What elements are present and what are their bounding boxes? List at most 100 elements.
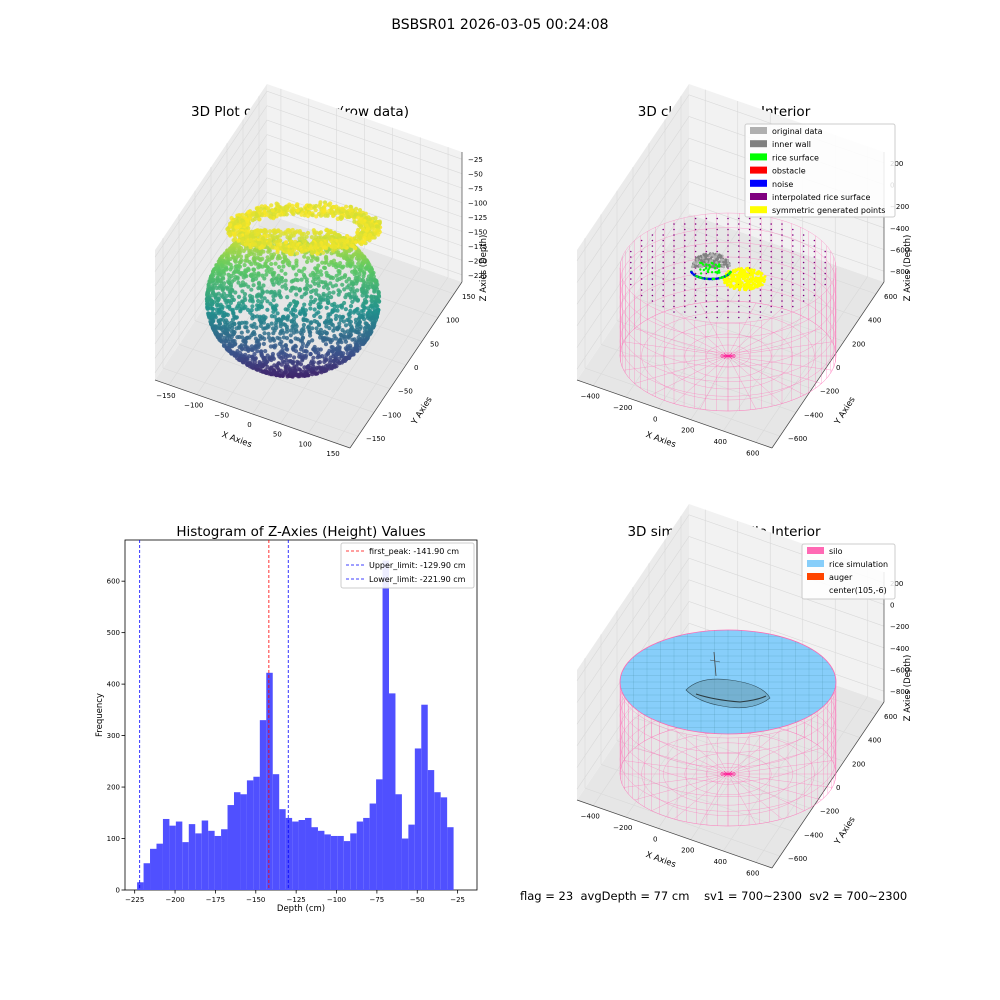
raw-point xyxy=(367,235,372,240)
symmetric-point xyxy=(746,274,750,278)
raw-point xyxy=(242,263,247,268)
legend-label: auger xyxy=(829,573,853,582)
raw-point xyxy=(289,339,294,344)
symmetric-point xyxy=(732,287,736,290)
histogram-y-label: Frequency xyxy=(95,693,105,737)
y-tick-label: 300 xyxy=(107,732,120,740)
panel1-x-ticks: −150 −100 −50 0 50 100 150 xyxy=(156,392,339,458)
raw-point xyxy=(369,223,374,228)
raw-point xyxy=(305,318,310,323)
silo-floor-spoke xyxy=(727,302,757,357)
raw-point xyxy=(309,295,314,300)
raw-point xyxy=(213,292,219,297)
raw-point xyxy=(346,259,351,264)
p2-x-tick: 0 xyxy=(653,415,657,423)
interpolated-point xyxy=(738,256,740,258)
raw-point xyxy=(330,309,335,314)
raw-point xyxy=(270,245,275,250)
interpolated-point xyxy=(770,234,772,236)
raw-point xyxy=(240,356,245,361)
x-tick-label: −150 xyxy=(246,896,265,904)
wall-point xyxy=(710,259,714,263)
raw-point xyxy=(276,361,281,366)
raw-point xyxy=(275,311,280,316)
p4-y-tick: 200 xyxy=(852,760,865,768)
raw-point xyxy=(261,317,267,322)
interpolated-point xyxy=(640,294,643,297)
interpolated-point xyxy=(748,217,751,220)
interpolated-point xyxy=(684,289,686,291)
histogram-bar xyxy=(324,834,331,890)
interpolated-point xyxy=(662,256,664,258)
raw-point xyxy=(299,269,304,274)
symmetric-point xyxy=(732,273,735,277)
raw-point xyxy=(364,266,369,271)
interpolated-point xyxy=(748,250,751,253)
interpolated-point xyxy=(770,289,772,291)
symmetric-point xyxy=(735,274,739,277)
interpolated-point xyxy=(781,283,783,286)
raw-point xyxy=(336,344,341,350)
raw-point xyxy=(205,306,210,311)
wall-point xyxy=(704,256,707,259)
raw-point xyxy=(310,338,315,343)
interpolated-point xyxy=(802,245,805,247)
interpolated-point xyxy=(813,267,816,269)
raw-point xyxy=(364,331,369,337)
raw-point xyxy=(362,271,367,276)
raw-point xyxy=(327,337,332,342)
interpolated-point xyxy=(813,283,816,286)
interpolated-point xyxy=(651,234,654,236)
interpolated-point xyxy=(694,278,697,280)
p2-x-tick: −200 xyxy=(613,404,632,412)
raw-point xyxy=(243,325,248,330)
raw-point xyxy=(295,278,300,283)
histogram-bar xyxy=(447,827,454,890)
interpolated-point xyxy=(792,289,794,291)
interpolated-point xyxy=(824,250,826,253)
raw-point xyxy=(301,322,306,328)
interpolated-point xyxy=(662,234,664,236)
interpolated-point xyxy=(738,234,740,236)
interpolated-point xyxy=(694,294,697,297)
raw-point xyxy=(328,312,333,317)
silo-floor-spoke xyxy=(727,355,805,396)
symmetric-point xyxy=(745,278,749,282)
raw-point xyxy=(324,305,329,310)
raw-point xyxy=(219,263,224,268)
legend-label: noise xyxy=(772,180,793,189)
interpolated-point xyxy=(662,239,664,242)
raw-point xyxy=(265,234,270,239)
raw-point xyxy=(308,330,313,335)
raw-point xyxy=(250,212,256,217)
raw-point xyxy=(290,250,295,255)
center-marker xyxy=(721,354,729,357)
interpolated-point xyxy=(759,294,762,297)
interpolated-point xyxy=(792,245,794,247)
interpolated-point xyxy=(748,223,751,225)
histogram-bar xyxy=(369,803,377,890)
wall-point xyxy=(715,253,719,256)
silo-floor-spoke xyxy=(651,316,729,357)
interpolated-point xyxy=(792,300,794,302)
symmetric-point xyxy=(745,281,749,284)
silo-floor-spoke xyxy=(727,737,805,775)
raw-point xyxy=(345,329,350,334)
p2-x-tick: 400 xyxy=(714,438,727,446)
raw-point xyxy=(217,321,223,326)
raw-point xyxy=(250,355,255,360)
symmetric-point xyxy=(752,270,756,274)
raw-point xyxy=(238,246,244,251)
surface-point xyxy=(699,276,702,279)
wall-point xyxy=(690,265,694,269)
interpolated-point xyxy=(673,239,675,242)
rice-surface-point xyxy=(699,268,702,271)
raw-point xyxy=(352,292,357,297)
interpolated-point xyxy=(759,300,762,302)
panel1-point-cloud xyxy=(204,200,383,379)
raw-point xyxy=(348,311,353,316)
p1-z-tick: −200 xyxy=(468,257,487,265)
p2-y-tick: 400 xyxy=(868,317,881,325)
interpolated-point xyxy=(792,234,794,236)
raw-point xyxy=(338,303,343,308)
